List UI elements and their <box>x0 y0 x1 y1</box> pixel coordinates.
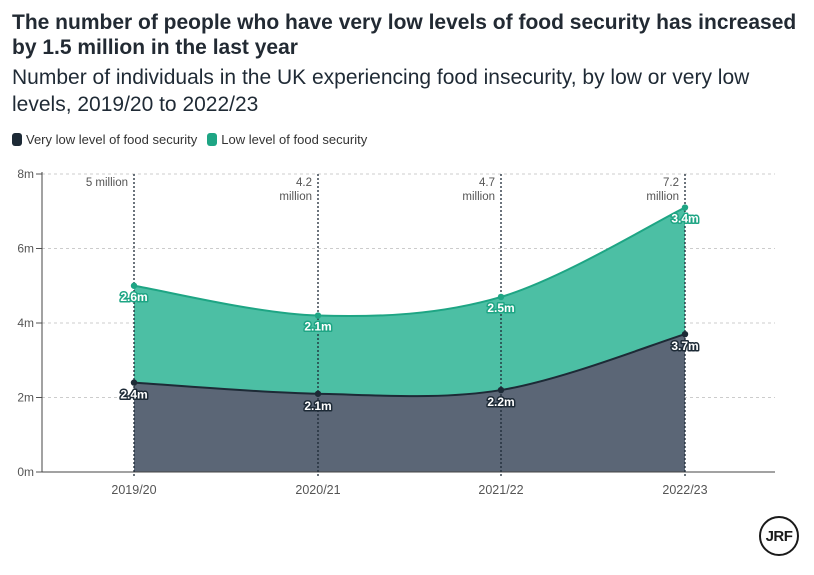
y-tick-label: 6m <box>17 242 34 256</box>
line-low-food-security <box>133 206 686 318</box>
total-annotation: 4.2 <box>296 177 312 189</box>
total-annotation: million <box>462 191 495 203</box>
jrf-logo: JRF <box>759 516 799 556</box>
legend-label-very-low: Very low level of food security <box>26 132 198 147</box>
point-very-low-food-security <box>130 379 138 386</box>
data-label-very-low: 3.7m <box>671 339 698 353</box>
x-tick-label: 2020/21 <box>295 483 340 497</box>
x-tick-label: 2021/22 <box>478 483 523 497</box>
y-tick-label: 0m <box>17 465 34 479</box>
chart-title: The number of people who have very low l… <box>12 11 797 59</box>
data-label-low: 2.6m <box>120 290 147 304</box>
total-annotation: million <box>646 191 679 203</box>
legend-item-low: Low level of food security <box>207 132 367 147</box>
x-tick-label: 2019/20 <box>111 483 156 497</box>
data-label-low: 2.1m <box>304 320 331 334</box>
legend: Very low level of food security Low leve… <box>12 132 367 147</box>
total-annotation: million <box>279 191 312 203</box>
line-very-low-food-security <box>133 333 686 398</box>
y-tick-label: 4m <box>17 316 34 330</box>
point-low-food-security <box>314 312 322 319</box>
point-very-low-food-security <box>681 330 689 338</box>
point-low-food-security <box>130 282 138 289</box>
data-label-very-low: 2.1m <box>304 399 331 413</box>
y-tick-label: 8m <box>17 167 34 181</box>
data-label-very-low: 2.4m <box>120 388 147 402</box>
area-low-food-security <box>134 207 685 397</box>
total-annotation: 5 million <box>86 177 128 189</box>
legend-swatch-low <box>207 133 218 146</box>
total-annotation: 7.2 <box>663 177 679 189</box>
legend-item-very-low: Very low level of food security <box>12 132 197 147</box>
legend-swatch-very-low <box>12 133 22 146</box>
area-very-low-food-security <box>134 334 685 472</box>
chart-subtitle: Number of individuals in the UK experien… <box>12 66 750 116</box>
data-label-very-low: 2.2m <box>487 395 514 409</box>
point-low-food-security <box>681 204 689 211</box>
legend-label-low: Low level of food security <box>221 132 368 147</box>
data-label-low: 2.5m <box>487 301 514 315</box>
point-very-low-food-security <box>314 390 322 397</box>
total-annotation: 4.7 <box>479 177 495 189</box>
x-tick-label: 2022/23 <box>662 483 707 497</box>
y-tick-label: 2m <box>17 391 34 405</box>
point-very-low-food-security <box>497 386 505 394</box>
data-label-low: 3.4m <box>671 212 698 226</box>
point-low-food-security <box>497 293 505 301</box>
